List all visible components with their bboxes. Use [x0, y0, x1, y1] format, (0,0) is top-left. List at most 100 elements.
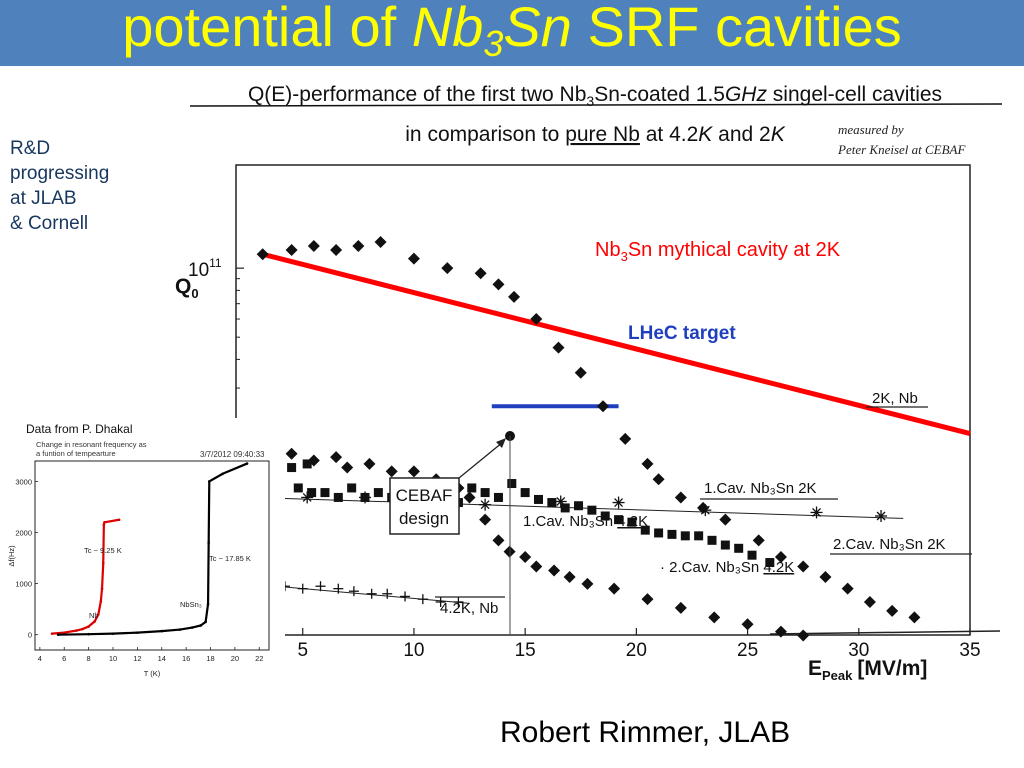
- mythical-cavity-label: Nb3Sn mythical cavity at 2K: [595, 239, 841, 264]
- title-part: potential of: [122, 0, 412, 58]
- plot-frame-extension: [769, 630, 1001, 635]
- data-point-diamond: [608, 582, 621, 595]
- inset-data-point: [56, 633, 60, 636]
- data-point-diamond: [674, 601, 687, 614]
- data-point-square: [640, 525, 650, 535]
- inset-data-point: [93, 620, 97, 623]
- data-point-plus: [400, 591, 411, 602]
- inset-data-point: [102, 523, 106, 527]
- inset-data-point: [190, 626, 194, 629]
- data-point-diamond: [385, 465, 398, 478]
- data-point-diamond: [641, 457, 654, 470]
- data-point-diamond: [474, 267, 487, 280]
- lhec-target-label: LHeC target: [628, 323, 736, 344]
- data-point-diamond: [330, 244, 343, 257]
- data-point-diamond: [652, 473, 665, 486]
- data-point-diamond: [863, 595, 876, 608]
- data-point-square: [694, 531, 704, 541]
- inset-data-point: [204, 620, 207, 624]
- inset-data-point: [99, 600, 103, 603]
- data-point-square: [333, 492, 343, 502]
- inset-x-title: T (K): [144, 669, 161, 678]
- data-point-square: [734, 543, 744, 553]
- data-point-diamond: [463, 491, 476, 504]
- inset-data-point: [136, 631, 139, 634]
- inset-background: [8, 418, 285, 685]
- y-axis-title: Q0: [175, 275, 199, 301]
- data-point-star: [612, 496, 625, 509]
- side-note-line: R&D: [10, 138, 51, 159]
- inset-title: a funtion of tempearture: [36, 449, 116, 458]
- data-point-diamond: [256, 248, 269, 261]
- mythical-cavity-line: [262, 251, 971, 436]
- data-point-square: [293, 483, 303, 493]
- data-point-diamond: [407, 252, 420, 265]
- data-point-square: [574, 501, 584, 511]
- data-point-diamond: [774, 625, 787, 638]
- data-point-square: [307, 488, 317, 498]
- data-point-diamond: [797, 560, 810, 573]
- handwritten-note-1: measured by: [838, 122, 904, 137]
- inset-data-point: [103, 520, 106, 524]
- data-point-diamond: [908, 611, 921, 624]
- data-point-diamond: [581, 577, 594, 590]
- inset-lbl-nb: Nb: [89, 611, 99, 620]
- data-point-diamond: [341, 461, 354, 474]
- inset-tc-nbsn: Tc ~ 17.85 K: [209, 554, 251, 563]
- data-point-diamond: [752, 534, 765, 547]
- title-part: Sn: [503, 0, 572, 58]
- data-point-diamond: [479, 513, 492, 526]
- inset-data-point: [87, 625, 90, 628]
- inset-x-tick-label: 14: [158, 654, 166, 663]
- inset-data-point: [87, 632, 90, 636]
- data-point-square: [547, 498, 557, 508]
- inset-data-point: [111, 632, 115, 635]
- inset-y-tick-label: 3000: [15, 477, 32, 486]
- inset-data-point: [100, 587, 104, 591]
- x-tick-label: 25: [737, 640, 758, 661]
- data-point-diamond: [374, 236, 387, 249]
- inset-series-group: [50, 462, 249, 636]
- data-point-square: [287, 463, 297, 473]
- x-tick-label: 10: [403, 640, 424, 661]
- data-point-star: [875, 509, 888, 522]
- data-point-plus: [333, 583, 344, 594]
- inset-x-tick-label: 4: [38, 654, 42, 663]
- inset-x-tick-label: 10: [109, 654, 117, 663]
- data-point-square: [765, 558, 775, 568]
- data-point-plus: [435, 596, 446, 607]
- plot-frame: [235, 164, 971, 636]
- y-tick-label: 1011: [188, 256, 222, 281]
- data-point-diamond: [708, 611, 721, 624]
- x-tick-label: 5: [297, 640, 308, 661]
- data-point-square: [507, 479, 517, 489]
- inset-frame: [34, 460, 270, 651]
- inset-y-tick-label: 0: [28, 631, 32, 640]
- side-note-line: progressing: [10, 163, 110, 184]
- data-point-square: [667, 529, 677, 539]
- inset-data-point: [178, 628, 182, 631]
- inset-x-tick-label: 8: [87, 654, 91, 663]
- x-tick-label: 30: [848, 640, 869, 661]
- data-point-diamond: [285, 447, 298, 460]
- data-point-diamond: [619, 432, 632, 445]
- side-note: R&D progressing at JLAB & Cornell: [10, 136, 160, 236]
- series-label-cav1-2k: 1.Cav. Nb₃Sn 2K: [704, 480, 817, 497]
- data-point-square: [493, 492, 503, 502]
- inset-title: Change in resonant frequency as: [36, 440, 147, 449]
- data-point-square: [467, 483, 477, 493]
- data-point-square: [614, 515, 624, 525]
- data-point-diamond: [719, 513, 732, 526]
- inset-data-point: [160, 629, 164, 633]
- inset-data-point: [81, 627, 84, 631]
- data-point-diamond: [741, 618, 754, 631]
- title-part: 3: [483, 23, 504, 64]
- data-point-plus: [417, 594, 428, 605]
- data-point-diamond: [697, 501, 710, 514]
- data-point-diamond: [597, 400, 609, 413]
- chart-title-line-2: in comparison to pure Nb at 4.2K and 2K: [405, 123, 785, 146]
- inset-x-tick-label: 18: [206, 654, 214, 663]
- inset-x-tick-label: 12: [133, 654, 141, 663]
- data-point-diamond: [552, 341, 565, 354]
- data-point-star: [479, 498, 492, 511]
